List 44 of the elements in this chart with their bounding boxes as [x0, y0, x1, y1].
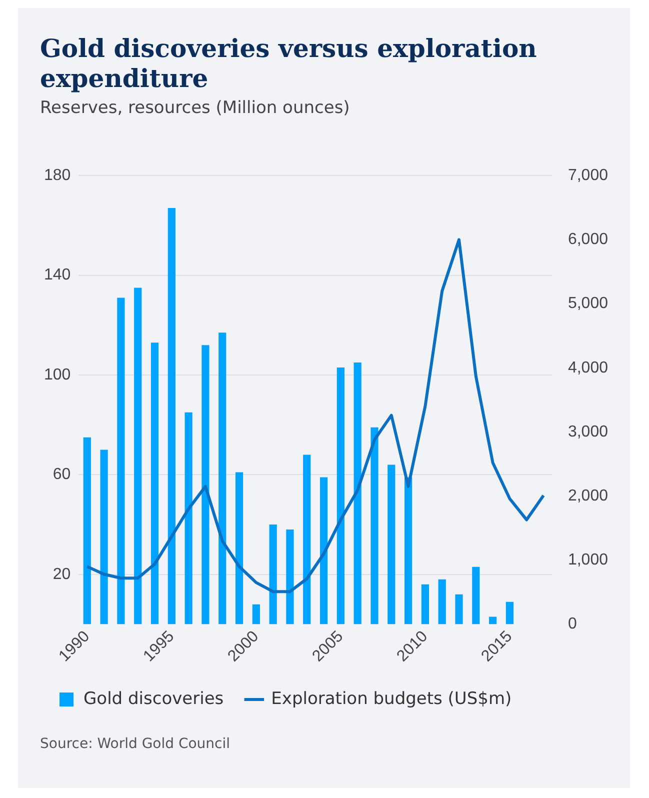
y2-tick-label: 0 [568, 616, 577, 633]
bar [320, 477, 328, 624]
bar [100, 450, 108, 624]
bar [83, 437, 91, 624]
bar [168, 208, 176, 624]
y2-tick-label: 1,000 [568, 552, 608, 569]
bar [134, 288, 142, 624]
y-tick-label: 60 [52, 466, 71, 484]
bar [184, 412, 192, 624]
bar [388, 464, 396, 624]
bar [404, 477, 412, 624]
bar [455, 594, 463, 624]
chart-subtitle: Reserves, resources (Million ounces) [40, 98, 350, 118]
bar [354, 362, 362, 624]
y-tick-label: 140 [44, 266, 71, 284]
bar [336, 368, 344, 624]
bar [421, 584, 429, 624]
y2-tick-label: 4,000 [568, 359, 608, 376]
bar [438, 579, 446, 624]
bar [506, 602, 514, 624]
bar [286, 530, 294, 624]
chart-title: Gold discoveries versus exploration expenditure [40, 34, 538, 94]
bar [303, 454, 311, 624]
y2-tick-label: 6,000 [568, 231, 608, 248]
bar [235, 472, 244, 624]
bar [472, 566, 480, 624]
source-note: Source: World Gold Council [40, 736, 230, 752]
y-tick-label: 20 [52, 566, 71, 583]
y-tick-label: 100 [44, 366, 71, 384]
bar [218, 332, 226, 624]
bar [489, 616, 497, 624]
y2-tick-label: 7,000 [568, 167, 608, 184]
bar [202, 345, 210, 624]
y2-tick-label: 3,000 [568, 423, 608, 440]
legend-label: Gold discoveries [84, 688, 224, 709]
legend-label: Exploration budgets (US$m) [271, 688, 512, 709]
bar [150, 342, 159, 624]
bar [252, 604, 260, 624]
bar [269, 524, 277, 624]
bar [370, 427, 378, 624]
y2-tick-label: 2,000 [568, 487, 608, 504]
y2-tick-label: 5,000 [568, 295, 608, 312]
bar [117, 298, 125, 624]
y-tick-label: 180 [44, 167, 71, 184]
